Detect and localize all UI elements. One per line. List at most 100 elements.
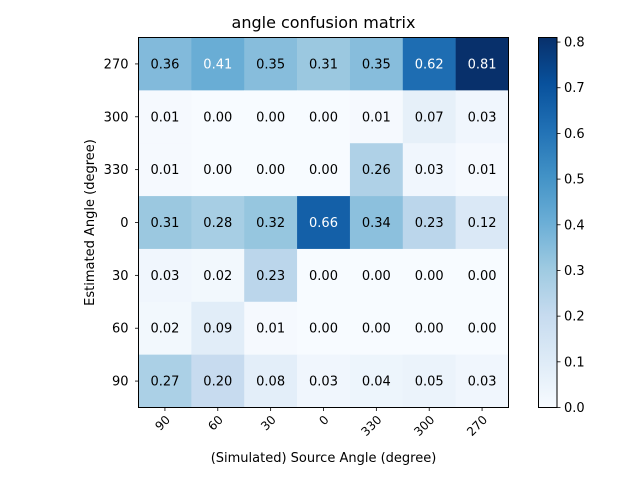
y-tick-label: 30 <box>112 269 129 284</box>
heatmap-cell <box>402 301 456 355</box>
heatmap-cell <box>455 248 509 303</box>
x-tick-label: 330 <box>358 413 384 439</box>
cell-value-label: 0.01 <box>150 163 179 178</box>
heatmap-cell <box>455 37 509 91</box>
heatmap-cell <box>297 248 351 303</box>
cell-value-label: 0.08 <box>256 375 285 390</box>
heatmap-cell <box>138 90 192 144</box>
colorbar-tick-label: 0.8 <box>564 36 585 51</box>
heatmap-cell <box>349 143 404 197</box>
colorbar <box>538 37 557 408</box>
heatmap-cell <box>297 196 351 250</box>
cell-value-label: 0.36 <box>150 57 179 72</box>
x-tick-label: 30 <box>258 413 279 434</box>
heatmap-cell <box>191 354 245 408</box>
cell-value-label: 0.27 <box>150 375 179 390</box>
cell-value-label: 0.04 <box>362 375 391 390</box>
cell-value-labels: 0.36 0.41 0.35 0.31 0.35 0.62 0.81 0.01 0.00 0.00… <box>150 57 496 389</box>
heatmap-cell <box>349 37 404 91</box>
cell-value-label: 0.28 <box>203 216 232 231</box>
heatmap-cell <box>191 196 245 250</box>
heatmap-cell <box>349 354 404 408</box>
heatmap-cell <box>244 248 298 303</box>
heatmap-cell <box>244 301 298 355</box>
cell-value-label: 0.02 <box>203 269 232 284</box>
cell-value-label: 0.12 <box>468 216 497 231</box>
x-tick-label: 0 <box>316 413 331 428</box>
cell-value-label: 0.09 <box>203 322 232 337</box>
heatmap-cell <box>244 37 298 91</box>
y-tick-label: 90 <box>112 375 129 390</box>
cell-value-label: 0.41 <box>203 57 232 72</box>
cell-value-label: 0.35 <box>256 57 285 72</box>
y-axis-ticks: 270 300 330 0 30 60 90 <box>104 57 139 390</box>
y-tick-label: 270 <box>104 57 129 72</box>
cell-value-label: 0.00 <box>309 269 338 284</box>
heatmap-cell <box>297 90 351 144</box>
cell-value-label: 0.01 <box>468 163 497 178</box>
colorbar-tick-label: 0.4 <box>564 218 585 233</box>
heatmap-cell <box>402 248 456 303</box>
heatmap-cell <box>191 37 245 91</box>
colorbar-frame <box>538 37 558 408</box>
heatmap-cell <box>455 90 509 144</box>
heatmap-cell <box>138 248 192 303</box>
heatmap-cell <box>455 196 509 250</box>
heatmap-cell <box>138 196 192 250</box>
heatmap-cell <box>455 301 509 355</box>
cell-value-label: 0.62 <box>415 57 444 72</box>
heatmap-cell <box>297 143 351 197</box>
heatmap-cell <box>455 354 509 408</box>
cell-value-label: 0.01 <box>150 110 179 125</box>
cell-value-label: 0.26 <box>362 163 391 178</box>
heatmap-cell <box>402 143 456 197</box>
colorbar-tick-label: 0.2 <box>564 310 585 325</box>
cell-value-label: 0.35 <box>362 57 391 72</box>
cell-value-label: 0.01 <box>362 110 391 125</box>
heatmap-cell <box>349 90 404 144</box>
colorbar-tick-label: 0.3 <box>564 264 585 279</box>
heatmap-cell <box>191 143 245 197</box>
heatmap-cell <box>297 301 351 355</box>
heatmap-cell <box>138 354 192 408</box>
cell-value-label: 0.31 <box>150 216 179 231</box>
heatmap-cell <box>402 354 456 408</box>
heatmap-cell <box>244 354 298 408</box>
colorbar-tick-label: 0.7 <box>564 81 585 96</box>
y-tick-label: 330 <box>104 163 129 178</box>
cell-value-label: 0.03 <box>468 110 497 125</box>
cell-value-label: 0.05 <box>415 375 444 390</box>
cell-value-label: 0.00 <box>256 163 285 178</box>
heatmap-cell <box>191 301 245 355</box>
heatmap-cell <box>297 354 351 408</box>
cell-value-label: 0.32 <box>256 216 285 231</box>
colorbar-tick-label: 0.5 <box>564 173 585 188</box>
heatmap-cell <box>191 90 245 144</box>
x-tick-label: 90 <box>152 413 173 434</box>
x-tick-label: 300 <box>411 413 437 439</box>
cell-value-label: 0.00 <box>362 322 391 337</box>
cell-value-label: 0.00 <box>415 322 444 337</box>
heatmap-cell <box>191 248 245 303</box>
cell-value-label: 0.81 <box>468 57 497 72</box>
cell-value-label: 0.20 <box>203 375 232 390</box>
cell-value-label: 0.00 <box>468 322 497 337</box>
cell-value-label: 0.00 <box>309 322 338 337</box>
y-axis-label: Estimated Angle (degree) <box>83 139 98 306</box>
heatmap-cell <box>455 143 509 197</box>
heatmap-cell <box>402 90 456 144</box>
cell-value-label: 0.01 <box>256 322 285 337</box>
chart-title: angle confusion matrix <box>232 13 416 32</box>
cell-value-label: 0.03 <box>150 269 179 284</box>
cell-value-label: 0.00 <box>362 269 391 284</box>
heatmap-cell <box>244 90 298 144</box>
cell-value-label: 0.23 <box>415 216 444 231</box>
x-tick-label: 60 <box>205 413 226 434</box>
x-axis-label: (Simulated) Source Angle (degree) <box>211 451 437 466</box>
heatmap-cell <box>349 196 404 250</box>
cell-value-label: 0.31 <box>309 57 338 72</box>
heatmap-cell <box>138 37 192 91</box>
colorbar-ticks: 0.0 0.1 0.2 0.3 0.4 0.5 0.6 0.7 0.8 <box>557 36 585 416</box>
y-tick-label: 0 <box>120 216 128 231</box>
